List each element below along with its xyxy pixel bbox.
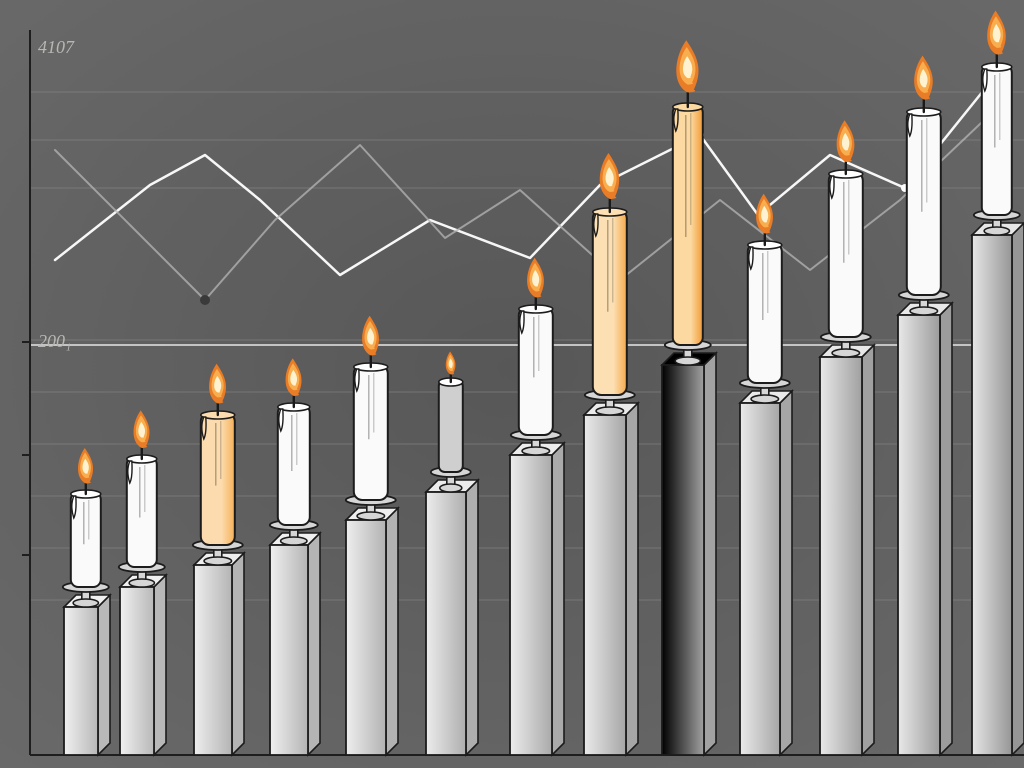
bar-side <box>466 480 478 755</box>
bar-side <box>704 353 716 755</box>
y-axis-label: 4107 <box>38 37 74 58</box>
candle-drip <box>202 417 206 439</box>
bar-front <box>270 545 308 755</box>
candle-drip <box>749 247 753 269</box>
bar-side <box>1012 223 1024 755</box>
bar-side <box>940 303 952 755</box>
candle-drip <box>908 114 912 136</box>
candle-drip <box>355 369 359 391</box>
candle-holder-base <box>596 407 624 415</box>
candle-drip <box>830 176 834 198</box>
bar-side <box>862 345 874 755</box>
bar-front <box>740 403 780 755</box>
candle-holder-base <box>357 512 385 520</box>
bar-side <box>308 533 320 755</box>
candle-body <box>673 105 703 345</box>
candle-drip <box>674 109 678 131</box>
candle-holder-base <box>522 447 550 455</box>
candle-body <box>593 210 627 395</box>
bar-front <box>662 365 704 755</box>
candle-holder-base <box>984 227 1009 235</box>
bar-front <box>898 315 940 755</box>
chart-canvas: 4107 200₁ <box>0 0 1024 768</box>
candle-body <box>907 110 941 295</box>
chart-svg <box>0 0 1024 768</box>
bar-front <box>426 492 466 755</box>
candle-drip <box>594 214 598 236</box>
candle-holder-base <box>675 357 700 365</box>
bar-side <box>98 595 110 755</box>
bar-side <box>780 391 792 755</box>
bar-front <box>584 415 626 755</box>
candle-drip <box>72 496 76 518</box>
bar-front <box>64 607 98 755</box>
candle-body <box>439 380 463 472</box>
bar-front <box>194 565 232 755</box>
candle-drip <box>128 461 132 483</box>
candle-holder-base <box>129 579 154 587</box>
line-marker <box>200 295 210 305</box>
bar-front <box>346 520 386 755</box>
candle-holder-base <box>73 599 98 607</box>
bar-side <box>386 508 398 755</box>
candle-holder-base <box>440 484 462 492</box>
bar-side <box>552 443 564 755</box>
candle-drip <box>279 409 283 431</box>
bar-front <box>972 235 1012 755</box>
bar-front <box>510 455 552 755</box>
bar-front <box>820 357 862 755</box>
bar-side <box>154 575 166 755</box>
bar-side <box>626 403 638 755</box>
candle-holder-base <box>281 537 307 545</box>
candle-holder-base <box>832 349 860 357</box>
candle-holder-base <box>910 307 938 315</box>
bar-side <box>232 553 244 755</box>
candle-holder-base <box>204 557 232 565</box>
candle-drip <box>983 69 987 91</box>
candle-holder-base <box>751 395 779 403</box>
bar-front <box>120 587 154 755</box>
candle-drip <box>520 311 524 333</box>
y-axis-label: 200₁ <box>38 331 71 352</box>
candle-body <box>829 172 863 337</box>
